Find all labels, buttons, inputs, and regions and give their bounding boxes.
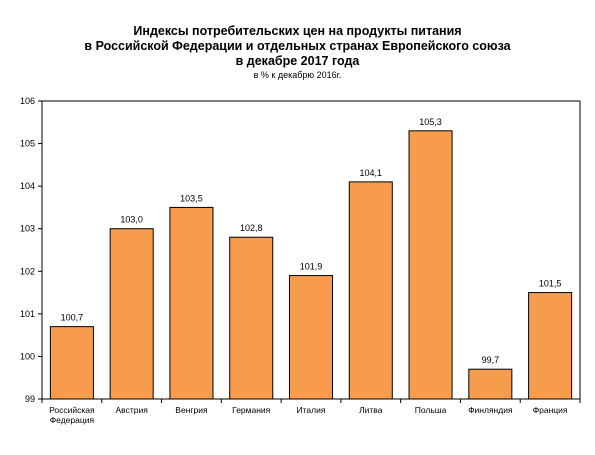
data-label: 103,0 xyxy=(120,215,143,225)
chart-subtitle: в % к декабрю 2016г. xyxy=(253,70,342,80)
bar xyxy=(109,228,154,400)
data-label: 102,8 xyxy=(240,223,263,233)
x-category-label: Германия xyxy=(232,405,271,415)
data-label: 105,3 xyxy=(419,117,442,127)
x-category-label: Федерация xyxy=(50,415,95,425)
chart-title-line-1: Индексы потребительских цен на продукты … xyxy=(133,24,462,38)
x-category-label: Венгрия xyxy=(175,405,208,415)
x-category-label: Польша xyxy=(415,405,447,415)
y-tick-label: 103 xyxy=(20,224,35,234)
bar xyxy=(49,326,94,400)
y-tick-label: 101 xyxy=(20,309,35,319)
bar xyxy=(169,206,214,400)
chart-title-line-2: в Российской Федерации и отдельных стран… xyxy=(84,39,511,53)
y-tick-label: 102 xyxy=(20,266,35,276)
x-category-label: Италия xyxy=(297,405,326,415)
bar xyxy=(348,181,393,400)
bar xyxy=(408,130,453,400)
x-category-label: Австрия xyxy=(116,405,149,415)
data-label: 101,5 xyxy=(539,279,562,289)
y-tick-label: 104 xyxy=(20,181,35,191)
y-tick-label: 99 xyxy=(25,394,35,404)
x-category-label: Российская xyxy=(49,405,95,415)
y-tick-label: 100 xyxy=(20,351,35,361)
data-label: 104,1 xyxy=(360,168,383,178)
data-label: 99,7 xyxy=(482,355,500,365)
x-category-label: Литва xyxy=(359,405,383,415)
chart-title-block: Индексы потребительских цен на продукты … xyxy=(0,24,595,81)
data-label: 103,5 xyxy=(180,193,203,203)
bar xyxy=(468,368,513,400)
chart-title-line-3: в декабре 2017 года xyxy=(235,54,360,68)
x-category-label: Франция xyxy=(533,405,568,415)
y-tick-label: 105 xyxy=(20,139,35,149)
bar xyxy=(528,292,573,400)
y-tick-label: 106 xyxy=(20,96,35,106)
x-category-label: Финляндия xyxy=(468,405,513,415)
bar xyxy=(288,275,334,400)
data-label: 100,7 xyxy=(61,313,84,323)
bar xyxy=(229,236,274,400)
data-label: 101,9 xyxy=(300,262,323,272)
